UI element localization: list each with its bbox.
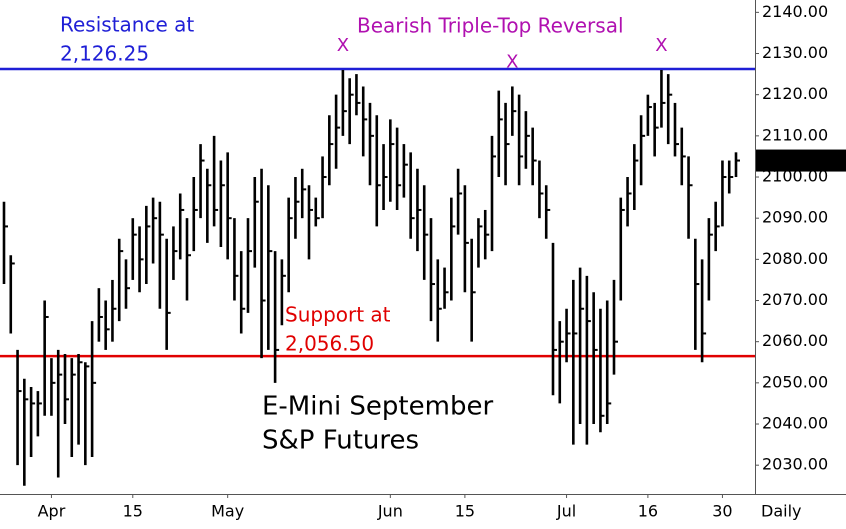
x-tick-label: 30 xyxy=(712,502,732,521)
chart-title: E-Mini September xyxy=(262,392,493,422)
y-tick-label: 2080.00 xyxy=(762,249,828,268)
x-tick-label: Jul xyxy=(556,502,576,521)
x-tick-label: May xyxy=(211,502,244,521)
pattern-marker: X xyxy=(655,35,667,56)
y-tick-label: 2060.00 xyxy=(762,331,828,350)
y-tick-label: 2070.00 xyxy=(762,290,828,309)
y-tick-label: 2140.00 xyxy=(762,2,828,21)
period-label: Daily xyxy=(761,502,801,521)
pattern-marker: X xyxy=(337,35,349,56)
chart-title: S&P Futures xyxy=(262,426,419,456)
y-tick-label: 2120.00 xyxy=(762,84,828,103)
level-label: 2,056.50 xyxy=(285,332,374,356)
x-tick-label: 16 xyxy=(638,502,658,521)
x-tick-label: Apr xyxy=(38,502,66,521)
last-price-label: 2104.00 xyxy=(762,150,835,169)
y-tick-label: 2040.00 xyxy=(762,414,828,433)
level-label: 2,126.25 xyxy=(60,42,149,66)
pattern-title: Bearish Triple-Top Reversal xyxy=(357,14,624,38)
level-label: Resistance at xyxy=(60,13,194,37)
y-tick-label: 2090.00 xyxy=(762,208,828,227)
y-tick-label: 2110.00 xyxy=(762,125,828,144)
x-tick-label: Jun xyxy=(377,502,403,521)
y-tick-label: 2050.00 xyxy=(762,372,828,391)
level-label: Support at xyxy=(285,303,391,327)
x-tick-label: 15 xyxy=(455,502,475,521)
y-tick-label: 2030.00 xyxy=(762,455,828,474)
y-tick-label: 2130.00 xyxy=(762,43,828,62)
last-price-box xyxy=(756,149,846,172)
x-tick-label: 15 xyxy=(123,502,143,521)
pattern-marker: X xyxy=(506,51,518,72)
